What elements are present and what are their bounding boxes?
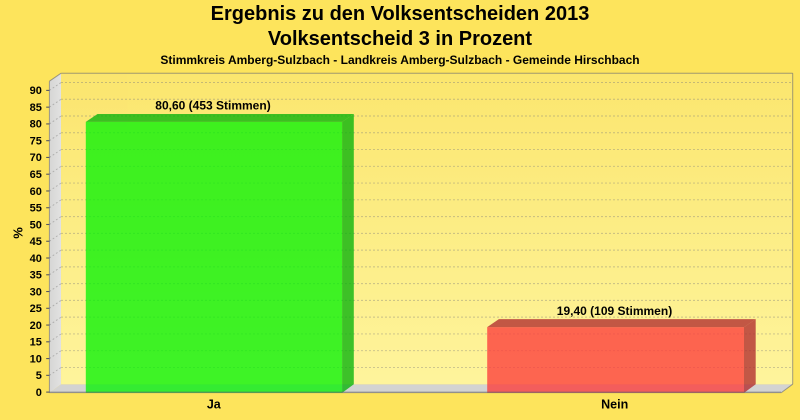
svg-text:19,40 (109 Stimmen): 19,40 (109 Stimmen) bbox=[557, 304, 672, 318]
svg-text:5: 5 bbox=[36, 370, 42, 382]
svg-text:Nein: Nein bbox=[601, 398, 628, 412]
svg-text:35: 35 bbox=[30, 270, 42, 282]
svg-text:55: 55 bbox=[30, 203, 42, 215]
svg-text:Ja: Ja bbox=[207, 398, 222, 412]
svg-text:20: 20 bbox=[30, 320, 42, 332]
svg-text:Ergebnis zu den Volksentscheid: Ergebnis zu den Volksentscheiden 2013 bbox=[211, 3, 590, 25]
svg-text:30: 30 bbox=[30, 286, 42, 298]
svg-text:75: 75 bbox=[30, 135, 42, 147]
svg-text:70: 70 bbox=[30, 152, 42, 164]
svg-text:80,60 (453 Stimmen): 80,60 (453 Stimmen) bbox=[155, 98, 270, 112]
svg-text:0: 0 bbox=[36, 387, 42, 399]
svg-text:25: 25 bbox=[30, 303, 42, 315]
svg-text:60: 60 bbox=[30, 186, 42, 198]
svg-text:10: 10 bbox=[30, 353, 42, 365]
svg-text:80: 80 bbox=[30, 119, 42, 131]
svg-text:Stimmkreis Amberg-Sulzbach - L: Stimmkreis Amberg-Sulzbach - Landkreis A… bbox=[160, 53, 639, 67]
svg-text:90: 90 bbox=[30, 85, 42, 97]
svg-text:65: 65 bbox=[30, 169, 42, 181]
svg-text:40: 40 bbox=[30, 253, 42, 265]
svg-text:85: 85 bbox=[30, 102, 42, 114]
svg-text:Volksentscheid 3 in Prozent: Volksentscheid 3 in Prozent bbox=[268, 28, 532, 50]
svg-text:15: 15 bbox=[30, 337, 42, 349]
svg-text:50: 50 bbox=[30, 219, 42, 231]
svg-text:45: 45 bbox=[30, 236, 42, 248]
svg-text:%: % bbox=[11, 227, 26, 239]
